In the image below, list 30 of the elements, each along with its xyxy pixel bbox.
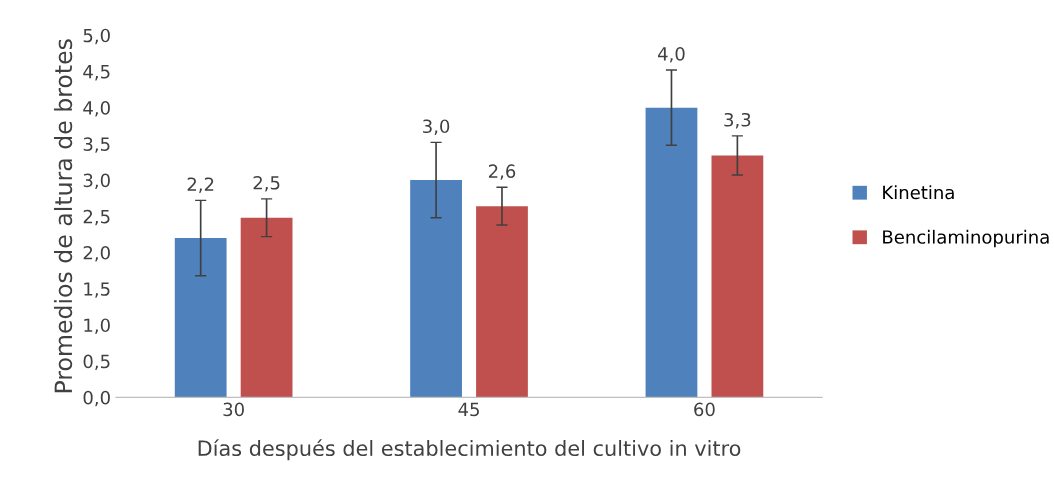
data-label: 2,6 [488, 164, 516, 180]
y-tick-label: 5,0 [83, 28, 110, 45]
y-tick-label: 0,5 [83, 354, 110, 371]
bar [174, 238, 227, 398]
bar [410, 180, 462, 398]
bar [240, 217, 293, 398]
bar [645, 107, 698, 398]
y-tick-label: 0,0 [83, 390, 110, 407]
x-tick-label: 60 [694, 402, 715, 417]
y-tick-label: 1,5 [84, 282, 110, 298]
bar [476, 206, 528, 398]
y-tick-label: 3,5 [83, 137, 110, 153]
y-tick-label: 4,0 [83, 101, 110, 117]
bar [711, 155, 764, 398]
y-axis-title: Promedios de altura de brotes [53, 39, 73, 393]
y-tick-label: 1,0 [84, 318, 110, 334]
data-label: 2,2 [187, 177, 214, 193]
x-axis-title: Días después del establecimiento del cultivo in vitro [198, 439, 741, 461]
legend-label: Kinetina [883, 185, 954, 200]
data-label: 2,5 [253, 175, 280, 192]
y-tick-label: 3,0 [83, 173, 110, 190]
data-label: 3,0 [423, 119, 450, 135]
data-label: 3,3 [724, 112, 751, 129]
x-tick-label: 45 [458, 402, 479, 417]
y-tick-label: 2,0 [83, 245, 110, 262]
legend-label: Bencilaminopurina [883, 229, 1049, 248]
x-tick-label: 30 [223, 402, 244, 417]
y-tick-label: 2,5 [83, 209, 110, 226]
y-tick-label: 4,5 [83, 65, 110, 81]
data-label: 4,0 [657, 47, 685, 63]
